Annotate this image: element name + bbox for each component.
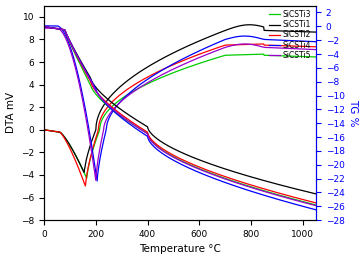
SiCSTi3 <box>202 60 207 63</box>
SiCSTi1 <box>224 29 228 32</box>
SiCSTi2 <box>90 147 95 151</box>
SiCSTi1 <box>42 128 46 131</box>
SiCSTi2 <box>247 43 251 46</box>
SiCSTi5 <box>247 43 251 46</box>
SiCSTi3 <box>165 74 170 77</box>
SiCSTi4 <box>90 147 94 150</box>
SiCSTi2 <box>202 51 207 54</box>
X-axis label: Temperature °C: Temperature °C <box>139 244 221 255</box>
SiCSTi5 <box>42 27 46 30</box>
Line: SiCSTi1: SiCSTi1 <box>44 25 316 172</box>
SiCSTi1 <box>247 23 251 26</box>
Line: SiCSTi5: SiCSTi5 <box>44 28 316 180</box>
SiCSTi2 <box>165 66 170 69</box>
SiCSTi2 <box>314 45 318 48</box>
SiCSTi2 <box>224 43 228 47</box>
SiCSTi1 <box>112 90 116 94</box>
Y-axis label: TG %: TG % <box>348 99 359 127</box>
SiCSTi3 <box>224 54 228 57</box>
SiCSTi4 <box>202 47 207 50</box>
SiCSTi3 <box>90 149 95 152</box>
SiCSTi3 <box>261 53 266 56</box>
SiCSTi2 <box>261 42 266 46</box>
SiCSTi1 <box>248 23 252 26</box>
SiCSTi4 <box>247 35 251 38</box>
SiCSTi5 <box>314 48 318 51</box>
SiCSTi2 <box>42 128 46 131</box>
SiCSTi3 <box>314 55 318 58</box>
Y-axis label: DTA mV: DTA mV <box>5 92 16 133</box>
SiCSTi3 <box>112 103 116 106</box>
SiCSTi5 <box>165 70 170 74</box>
SiCSTi1 <box>314 30 318 34</box>
SiCSTi4 <box>314 40 318 43</box>
SiCSTi5 <box>224 46 228 49</box>
Line: SiCSTi3: SiCSTi3 <box>44 54 316 178</box>
Legend: SiCSTi3, SiCSTi1, SiCSTi2, SiCSTi4, SiCSTi5: SiCSTi3, SiCSTi1, SiCSTi2, SiCSTi4, SiCS… <box>268 9 312 61</box>
SiCSTi5 <box>94 179 98 182</box>
SiCSTi5 <box>90 154 94 157</box>
Line: SiCSTi4: SiCSTi4 <box>44 26 316 181</box>
SiCSTi3 <box>42 128 46 131</box>
SiCSTi3 <box>247 53 251 56</box>
SiCSTi4 <box>42 24 46 28</box>
SiCSTi4 <box>224 38 228 41</box>
SiCSTi1 <box>202 37 207 40</box>
SiCSTi4 <box>112 107 116 110</box>
SiCSTi5 <box>112 107 116 110</box>
SiCSTi3 <box>84 177 89 180</box>
SiCSTi1 <box>90 137 95 140</box>
SiCSTi2 <box>83 184 88 187</box>
SiCSTi4 <box>165 66 170 69</box>
SiCSTi1 <box>165 54 170 57</box>
SiCSTi5 <box>202 54 207 57</box>
Line: SiCSTi2: SiCSTi2 <box>44 44 316 186</box>
SiCSTi2 <box>112 98 116 101</box>
SiCSTi4 <box>95 179 99 183</box>
SiCSTi1 <box>82 171 86 174</box>
